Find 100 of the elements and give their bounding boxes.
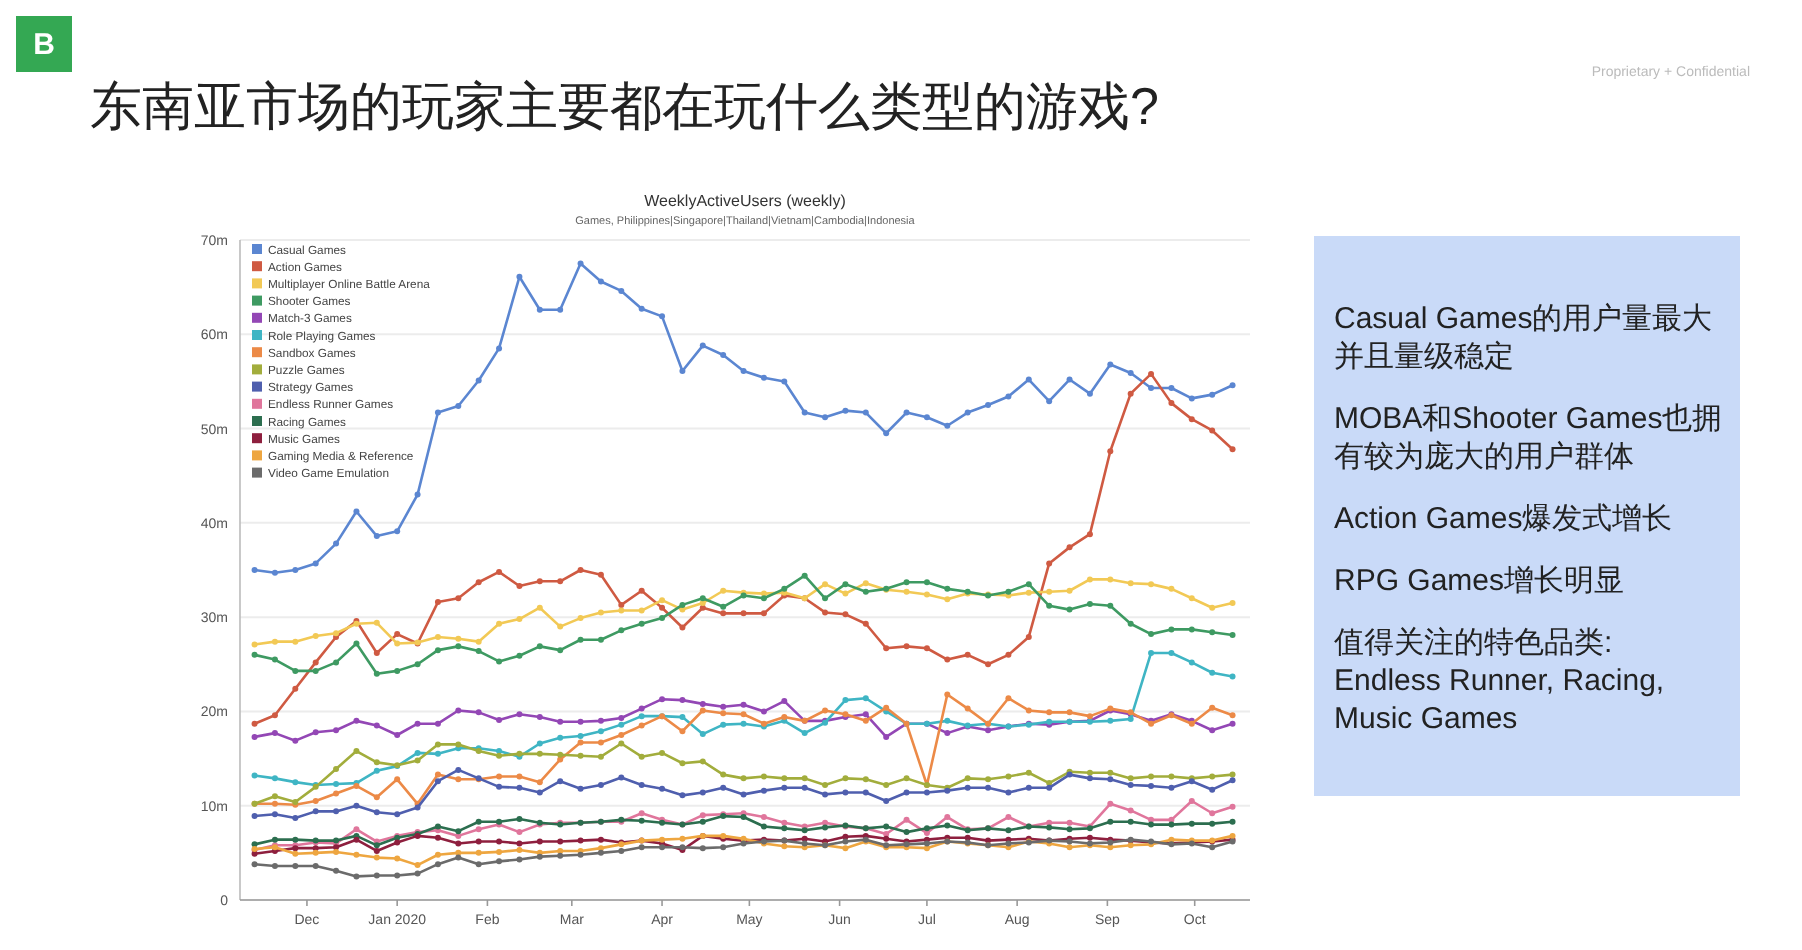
point	[883, 823, 890, 830]
point	[618, 287, 625, 294]
point	[1127, 818, 1134, 825]
point	[964, 784, 971, 791]
point	[1229, 382, 1236, 389]
point	[760, 823, 767, 830]
point	[883, 733, 890, 740]
point	[1005, 773, 1012, 780]
point	[822, 595, 829, 602]
point	[699, 595, 706, 602]
point	[862, 789, 869, 796]
point	[801, 572, 808, 579]
point	[577, 739, 584, 746]
point	[1168, 585, 1175, 592]
point	[903, 588, 910, 595]
point	[1066, 819, 1073, 826]
point	[1168, 400, 1175, 407]
point	[597, 728, 604, 735]
point	[271, 638, 278, 645]
point	[1005, 827, 1012, 834]
point	[597, 753, 604, 760]
point	[1046, 588, 1053, 595]
point	[1229, 712, 1236, 719]
point	[1229, 777, 1236, 784]
point	[557, 647, 564, 654]
point	[434, 778, 441, 785]
point	[475, 818, 482, 825]
point	[516, 652, 523, 659]
point	[414, 870, 421, 877]
point	[516, 711, 523, 718]
point	[394, 839, 401, 846]
point	[577, 785, 584, 792]
point	[679, 792, 686, 799]
point	[679, 835, 686, 842]
point	[1127, 807, 1134, 814]
point	[781, 698, 788, 705]
point	[1005, 651, 1012, 658]
point	[1127, 369, 1134, 376]
point	[271, 775, 278, 782]
line-series	[251, 370, 1236, 727]
point	[1005, 814, 1012, 821]
point	[292, 638, 299, 645]
point	[516, 784, 523, 791]
point	[373, 670, 380, 677]
point	[271, 800, 278, 807]
point	[1127, 775, 1134, 782]
point	[251, 861, 258, 868]
point	[842, 590, 849, 597]
point	[903, 829, 910, 836]
point	[699, 818, 706, 825]
point	[353, 826, 360, 833]
point	[720, 587, 727, 594]
point	[455, 707, 462, 714]
point	[1025, 376, 1032, 383]
point	[394, 872, 401, 879]
point	[1107, 576, 1114, 583]
point	[699, 789, 706, 796]
point	[964, 409, 971, 416]
point	[638, 810, 645, 817]
point	[312, 560, 319, 567]
point	[455, 766, 462, 773]
point	[801, 784, 808, 791]
point	[781, 378, 788, 385]
point	[923, 789, 930, 796]
point	[1046, 560, 1053, 567]
point	[312, 667, 319, 674]
point	[373, 649, 380, 656]
point	[720, 771, 727, 778]
point	[903, 816, 910, 823]
point	[557, 852, 564, 859]
point	[679, 760, 686, 767]
point	[760, 708, 767, 715]
point	[536, 789, 543, 796]
point	[434, 647, 441, 654]
point	[903, 579, 910, 586]
point	[638, 753, 645, 760]
point	[1046, 709, 1053, 716]
point	[801, 730, 808, 737]
text: Action Games爆发式增长	[1334, 500, 1675, 538]
point	[618, 721, 625, 728]
point	[638, 844, 645, 851]
point	[434, 720, 441, 727]
point	[414, 862, 421, 869]
point	[638, 817, 645, 824]
point	[496, 773, 503, 780]
point	[1188, 626, 1195, 633]
point	[1107, 776, 1114, 783]
point	[618, 774, 625, 781]
point	[577, 752, 584, 759]
point	[333, 808, 340, 815]
point	[251, 651, 258, 658]
point	[1025, 581, 1032, 588]
point	[577, 837, 584, 844]
point	[781, 775, 788, 782]
point	[597, 717, 604, 724]
point	[434, 771, 441, 778]
point	[536, 838, 543, 845]
point	[862, 695, 869, 702]
point	[1025, 769, 1032, 776]
chart-title: WeeklyActiveUsers (weekly)	[644, 192, 847, 210]
